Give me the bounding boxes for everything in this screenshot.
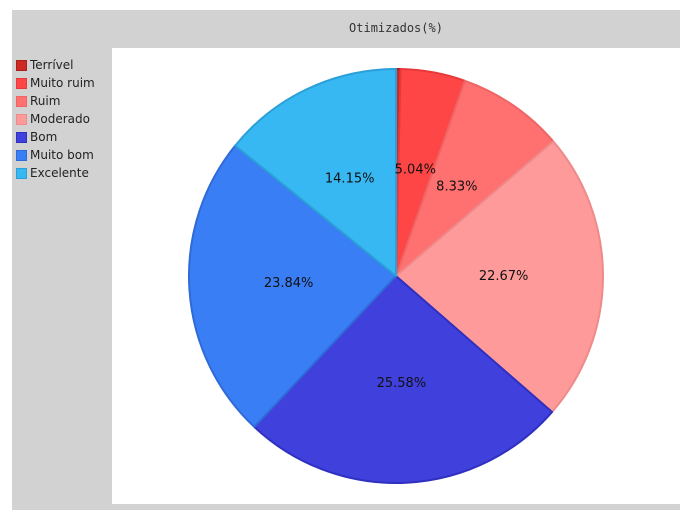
legend-item: Muito bom [16, 146, 95, 164]
legend-label: Terrível [30, 58, 74, 72]
legend-label: Moderado [30, 112, 90, 126]
pie-slice [395, 140, 604, 413]
slice-label: 22.67% [479, 269, 529, 284]
legend-item: Excelente [16, 164, 95, 182]
legend-label: Ruim [30, 94, 61, 108]
legend-swatch [16, 113, 27, 125]
pie-slice [188, 144, 397, 428]
pie-slice [395, 79, 555, 277]
legend-item: Terrível [16, 56, 95, 74]
legend-item: Muito ruim [16, 74, 95, 92]
legend-swatch [16, 131, 27, 143]
pie-slice [234, 68, 397, 277]
chart-title: Otimizados(%) [349, 21, 443, 35]
legend-label: Bom [30, 130, 58, 144]
pie-slice [253, 275, 554, 484]
slice-label: 5.04% [395, 163, 436, 178]
legend-item: Ruim [16, 92, 95, 110]
legend-item: Moderado [16, 110, 95, 128]
legend-swatch [16, 95, 27, 107]
legend: Terrível Muito ruim Ruim Moderado Bom Muito b… [16, 56, 95, 182]
legend-label: Muito ruim [30, 76, 95, 90]
slice-label: 25.58% [377, 376, 427, 391]
legend-swatch [16, 149, 27, 161]
slice-label: 23.84% [264, 276, 314, 291]
legend-item: Bom [16, 128, 95, 146]
slice-label: 14.15% [325, 171, 375, 186]
legend-label: Muito bom [30, 148, 94, 162]
legend-swatch [16, 167, 27, 179]
legend-label: Excelente [30, 166, 89, 180]
slice-label: 8.33% [436, 180, 477, 195]
legend-swatch [16, 59, 27, 71]
legend-swatch [16, 77, 27, 89]
